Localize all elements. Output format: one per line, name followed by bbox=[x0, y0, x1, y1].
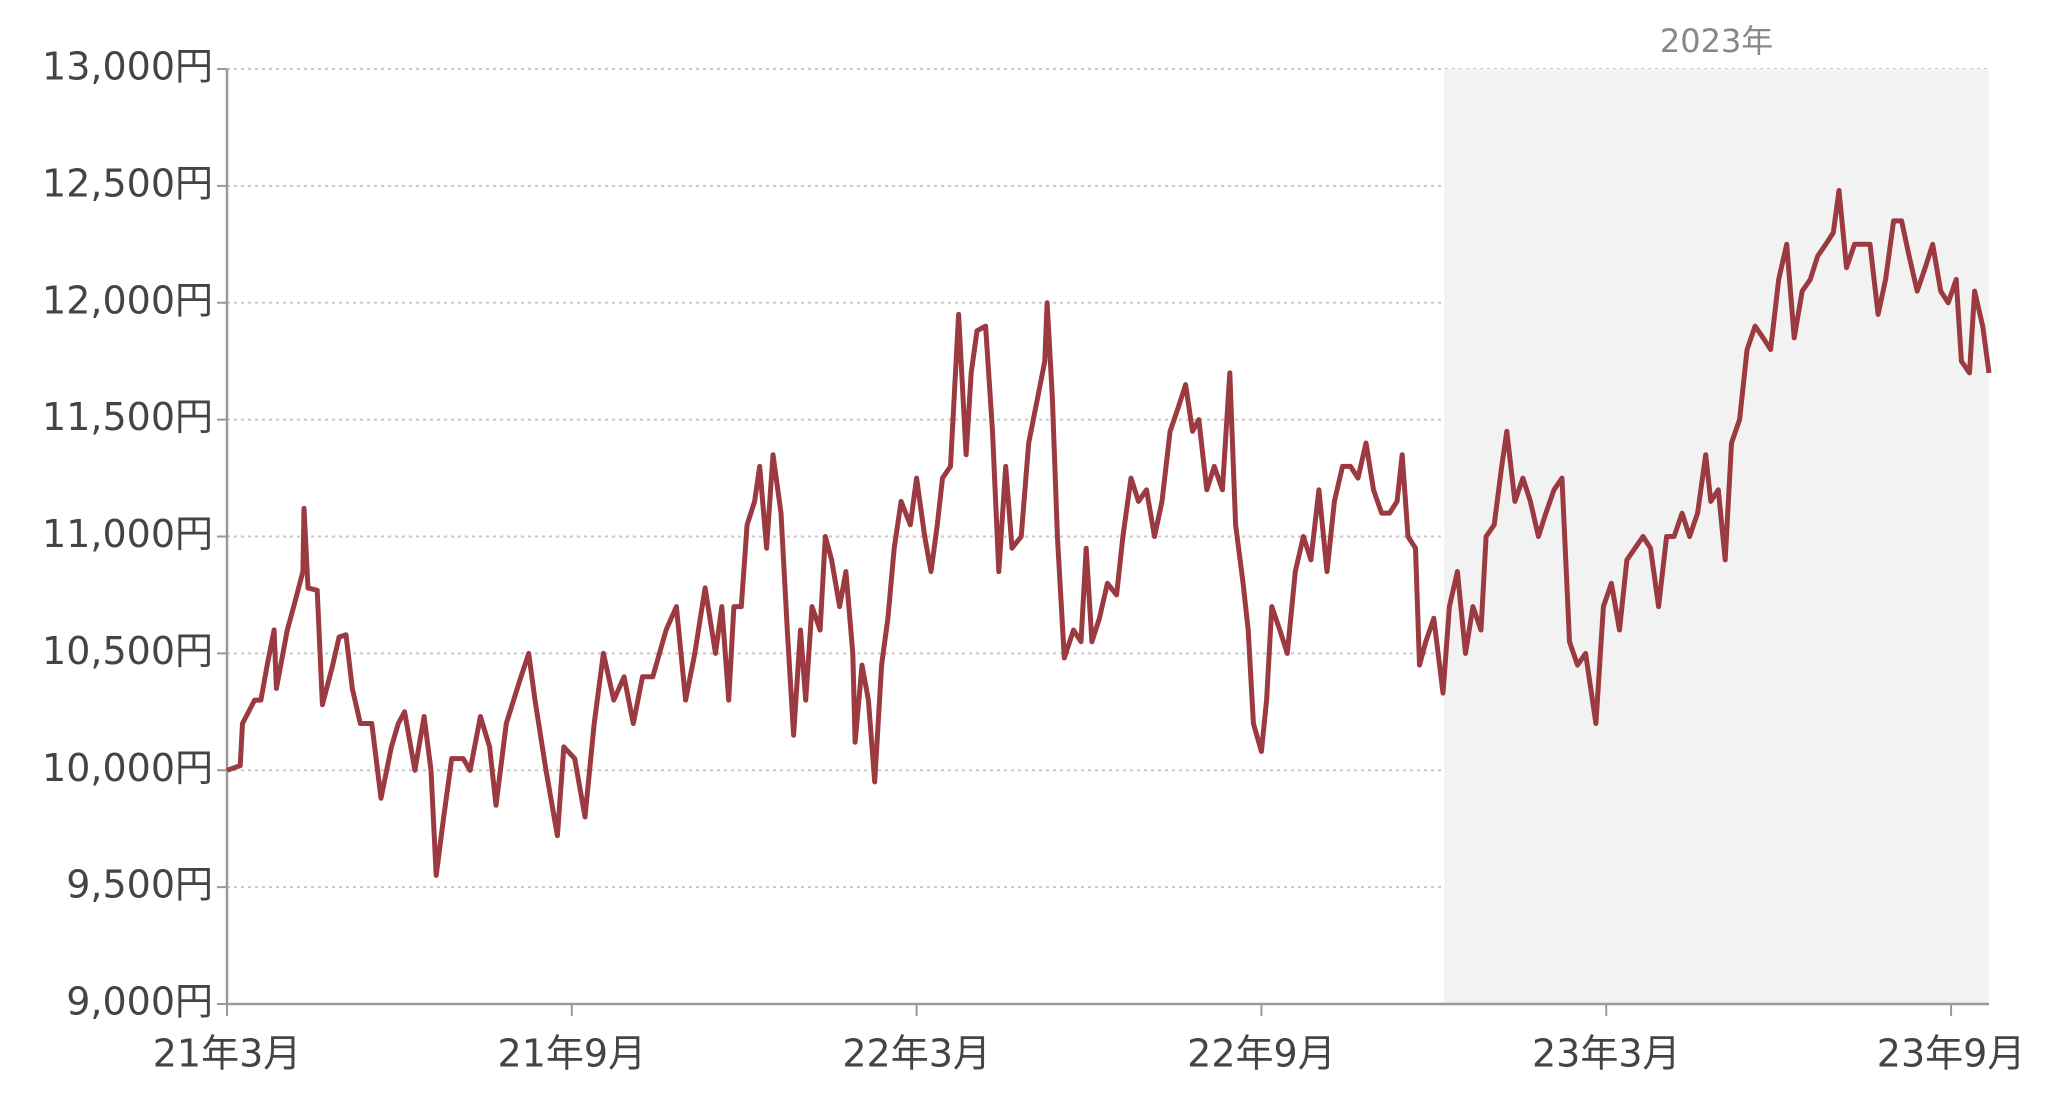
x-tick-label: 22年9月 bbox=[1187, 1032, 1336, 1076]
x-tick-label: 23年9月 bbox=[1877, 1032, 2026, 1076]
highlight-label: 2023年 bbox=[1660, 22, 1773, 60]
y-tick-label: 10,000円 bbox=[42, 746, 213, 790]
highlight-band bbox=[1444, 69, 1989, 1004]
y-tick-label: 12,500円 bbox=[42, 161, 213, 205]
price-line bbox=[226, 188, 1992, 878]
x-tick-label: 21年9月 bbox=[498, 1032, 647, 1076]
y-tick-label: 13,000円 bbox=[42, 45, 213, 89]
y-tick-label: 12,000円 bbox=[42, 278, 213, 322]
x-tick-label: 23年3月 bbox=[1532, 1032, 1681, 1076]
x-tick-label: 22年3月 bbox=[842, 1032, 991, 1076]
y-tick-label: 11,000円 bbox=[42, 512, 213, 556]
y-tick-label: 9,000円 bbox=[66, 980, 213, 1024]
y-tick-label: 9,500円 bbox=[66, 863, 213, 907]
y-tick-label: 11,500円 bbox=[42, 395, 213, 439]
x-tick-label: 21年3月 bbox=[153, 1032, 302, 1076]
y-tick-label: 10,500円 bbox=[42, 629, 213, 673]
